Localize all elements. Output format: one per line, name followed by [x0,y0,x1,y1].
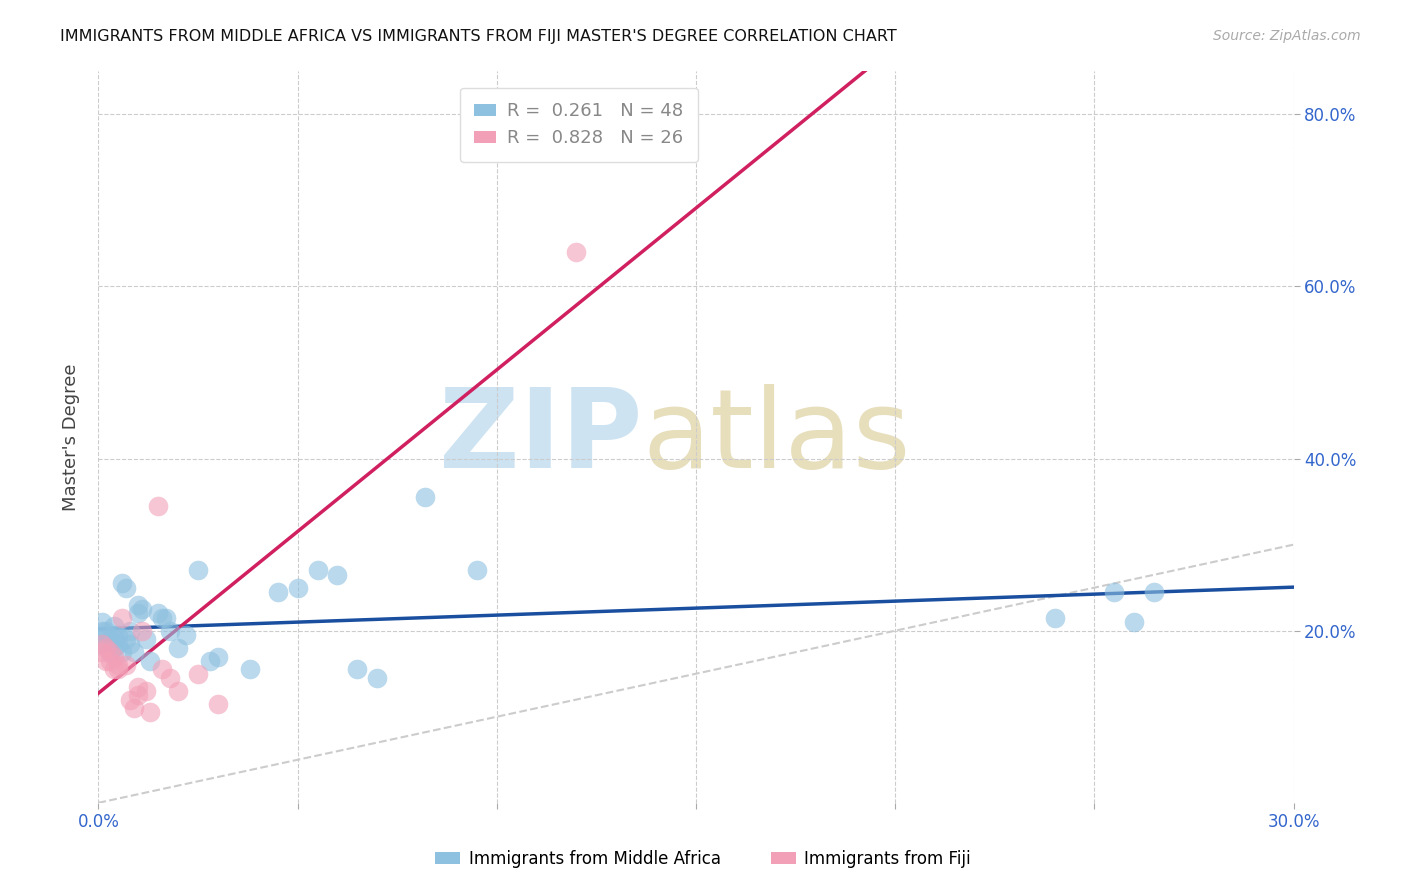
Point [98,654,122,668]
Point [91,645,114,659]
Point [127,680,149,694]
Point [124,701,146,715]
Point [120,692,142,706]
Point [174,628,197,642]
Point [103,662,125,676]
Point [565,245,588,260]
Point [91,624,114,638]
Point [107,628,129,642]
Point [1043,611,1066,625]
Point [91,637,114,651]
Point [150,662,173,676]
Point [198,654,221,668]
Text: atlas: atlas [643,384,911,491]
Point [207,649,229,664]
Point [98,637,122,651]
Point [1123,615,1146,629]
Point [120,637,142,651]
Point [96,624,118,638]
Point [96,654,118,668]
Point [135,632,157,647]
Point [239,662,262,676]
Point [346,662,368,676]
Point [465,564,488,578]
Point [187,564,209,578]
Text: Source: ZipAtlas.com: Source: ZipAtlas.com [1213,29,1361,43]
Point [1143,585,1166,599]
Text: ZIP: ZIP [439,384,643,491]
Point [120,624,142,638]
Point [127,688,149,702]
Point [139,706,162,720]
Point [107,637,129,651]
Point [326,567,349,582]
Point [150,611,173,625]
Point [103,640,125,655]
Point [91,637,114,651]
Legend: R =  0.261   N = 48, R =  0.828   N = 26: R = 0.261 N = 48, R = 0.828 N = 26 [460,87,697,161]
Y-axis label: Master's Degree: Master's Degree [62,363,80,511]
Point [155,611,177,625]
Point [159,671,181,685]
Point [139,654,162,668]
Point [148,607,170,621]
Point [1104,585,1126,599]
Point [148,499,170,513]
Point [111,645,134,659]
Point [103,649,125,664]
Point [124,645,146,659]
Point [207,697,229,711]
Point [98,632,122,647]
Point [111,576,134,591]
Point [103,619,125,633]
Point [107,658,129,673]
Point [131,624,153,638]
Point [287,581,309,595]
Point [159,624,181,638]
Point [98,645,122,659]
Point [96,628,118,642]
Point [307,564,329,578]
Point [127,607,149,621]
Point [267,585,290,599]
Point [413,491,436,505]
Point [98,645,122,659]
Point [103,628,125,642]
Point [127,598,149,612]
Point [91,615,114,629]
Text: IMMIGRANTS FROM MIDDLE AFRICA VS IMMIGRANTS FROM FIJI MASTER'S DEGREE CORRELATIO: IMMIGRANTS FROM MIDDLE AFRICA VS IMMIGRA… [60,29,897,44]
Point [115,632,138,647]
Point [187,666,209,681]
Point [366,671,388,685]
Point [115,658,138,673]
Point [107,662,129,676]
Point [167,640,190,655]
Point [96,637,118,651]
Point [115,581,138,595]
Point [135,684,157,698]
Point [111,611,134,625]
Legend: Immigrants from Middle Africa, Immigrants from Fiji: Immigrants from Middle Africa, Immigrant… [429,844,977,875]
Point [131,602,153,616]
Point [96,640,118,655]
Point [167,684,190,698]
